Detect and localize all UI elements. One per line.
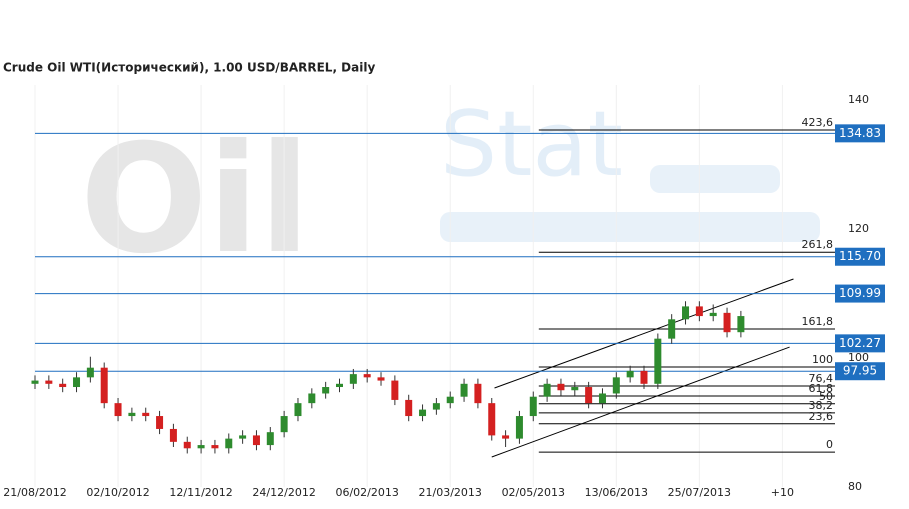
level-label: 102.27 (839, 336, 881, 350)
level-box (835, 362, 885, 381)
level-label: 97.95 (843, 364, 877, 378)
candle-body (252, 435, 260, 446)
candle-body (515, 416, 523, 439)
candle-body (723, 312, 731, 333)
candle-body (571, 387, 579, 391)
channel-line (491, 346, 790, 458)
candle-body (585, 387, 593, 404)
candle-body (419, 409, 427, 417)
candle-body (197, 445, 205, 449)
fib-label: 0 (826, 438, 833, 451)
y-tick-label: 100 (848, 351, 869, 364)
candle-body (654, 338, 662, 384)
level-box (835, 124, 885, 143)
candle-body (294, 403, 302, 417)
candle-body (391, 380, 399, 400)
candle-body (335, 383, 343, 388)
candle-body (308, 393, 316, 404)
candle-body (156, 416, 164, 429)
fib-label: 161,8 (802, 315, 834, 328)
candle-body (543, 383, 551, 397)
candle-body (73, 377, 81, 388)
fib-label: 38,2 (809, 399, 834, 412)
candle-body (363, 374, 371, 378)
candle-body (266, 432, 274, 446)
channel-line (494, 278, 794, 389)
candle-body (100, 367, 108, 404)
candle-body (598, 393, 606, 404)
fib-label: 61,8 (809, 382, 834, 395)
y-tick-label: 80 (848, 480, 862, 493)
candle-body (695, 306, 703, 317)
x-tick-label: 13/06/2013 (585, 486, 648, 499)
candle-body (626, 370, 634, 378)
candle-body (557, 383, 565, 391)
fib-label: 423,6 (802, 116, 834, 129)
x-tick-label: 02/10/2012 (86, 486, 149, 499)
x-tick-label: 06/02/2013 (335, 486, 398, 499)
candle-body (322, 387, 330, 394)
candle-body (682, 306, 690, 320)
candle-body (612, 377, 620, 394)
candle-body (474, 383, 482, 404)
candle-body (502, 435, 510, 439)
level-label: 134.83 (839, 126, 881, 140)
candle-body (446, 396, 454, 404)
fib-label: 261,8 (802, 238, 834, 251)
x-tick-label: 02/05/2013 (502, 486, 565, 499)
chart-title: Crude Oil WTI(Исторический), 1.00 USD/BA… (3, 61, 375, 75)
candle-body (349, 374, 357, 384)
candle-body (737, 316, 745, 333)
watermark-bar (650, 165, 780, 193)
candle-body (529, 396, 537, 417)
candle-body (405, 399, 413, 417)
candle-body (668, 319, 676, 339)
candle-body (128, 412, 136, 417)
candle-body (169, 428, 177, 442)
level-box (835, 247, 885, 266)
candle-body (280, 416, 288, 433)
y-tick-label: 140 (848, 93, 869, 106)
candle-body (183, 441, 191, 449)
watermark: Stat (440, 92, 623, 197)
candle-body (460, 383, 468, 397)
candle-body (225, 438, 233, 449)
candle-body (377, 377, 385, 381)
level-label: 115.70 (839, 249, 881, 263)
watermark-bar (440, 212, 820, 242)
watermark: Oil (80, 113, 310, 287)
candle-body (640, 370, 648, 384)
fib-label: 50 (819, 390, 833, 403)
candle-body (211, 445, 219, 449)
candle-body (142, 412, 150, 417)
candle-body (45, 380, 53, 384)
x-tick-label: +10 (771, 486, 794, 499)
candle-body (239, 435, 247, 439)
level-box (835, 284, 885, 303)
fib-label: 76,4 (809, 372, 834, 385)
candle-body (59, 383, 67, 388)
candle-body (709, 312, 717, 317)
x-tick-label: 21/03/2013 (419, 486, 482, 499)
y-tick-label: 120 (848, 222, 869, 235)
x-tick-label: 12/11/2012 (169, 486, 232, 499)
level-box (835, 334, 885, 353)
candle-body (86, 367, 94, 378)
x-tick-label: 24/12/2012 (252, 486, 315, 499)
candle-body (31, 380, 39, 384)
x-tick-label: 21/08/2012 (3, 486, 66, 499)
level-label: 109.99 (839, 286, 881, 300)
candle-body (488, 403, 496, 436)
fib-label: 100 (812, 353, 833, 366)
x-tick-label: 25/07/2013 (668, 486, 731, 499)
candle-body (114, 403, 122, 417)
fib-label: 23,6 (809, 410, 834, 423)
candle-body (432, 403, 440, 410)
